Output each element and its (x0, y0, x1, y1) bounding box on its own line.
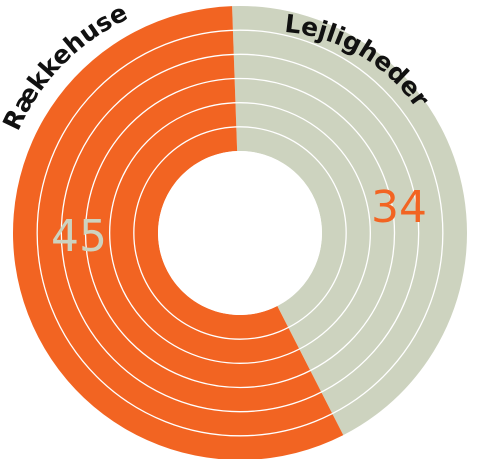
ring-line (84, 77, 396, 389)
value-label-lejligheder: 34 (371, 182, 427, 233)
slice-raekkehuse (13, 6, 344, 459)
donut-hole (158, 151, 322, 315)
ring-lines-group (36, 29, 444, 437)
value-label-raekkehuse: 45 (51, 211, 107, 262)
ring-line (109, 102, 371, 364)
ring-line (36, 29, 444, 437)
ring-line (133, 126, 347, 340)
ring-line (60, 53, 420, 413)
